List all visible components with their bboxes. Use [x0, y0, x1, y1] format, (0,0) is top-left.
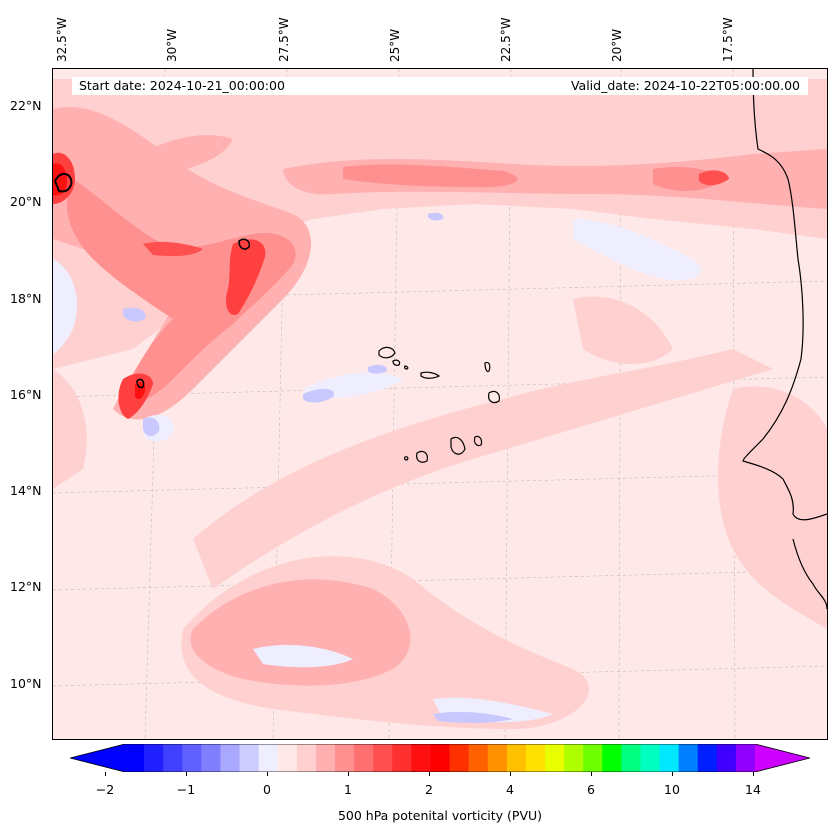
- colorbar-swatch: [144, 744, 164, 772]
- cb-tick-label-4: 1: [344, 782, 352, 797]
- lat-label-18n: 18°N: [10, 291, 42, 306]
- colorbar-swatch: [258, 744, 279, 772]
- colorbar-swatch: [468, 744, 489, 772]
- lat-label-20n: 20°N: [10, 194, 42, 209]
- cape-verde-island-5: [484, 361, 491, 373]
- colorbar-swatch: [697, 744, 718, 772]
- cape-verde-island-7: [450, 436, 466, 455]
- cb-tick-label-1: −2: [95, 782, 115, 797]
- colorbar-swatch: [449, 744, 470, 772]
- lon-label-30w: 30°W: [165, 28, 179, 62]
- lat-label-14n: 14°N: [10, 483, 42, 498]
- cb-tick-label-6: 4: [506, 782, 514, 797]
- lon-label-22-5w: 22.5°W: [499, 17, 513, 62]
- cb-tickmark-3: [267, 772, 268, 776]
- colorbar-swatch: [716, 744, 737, 772]
- cb-tickmark-2: [186, 772, 187, 776]
- start-date-label: Start date: 2024-10-21_00:00:00: [79, 78, 285, 93]
- cb-tickmark-5: [429, 772, 430, 776]
- colorbar-swatch: [659, 744, 680, 772]
- lat-label-22n: 22°N: [10, 98, 42, 113]
- africa-coastline: [742, 69, 827, 521]
- colorbar-swatch: [373, 744, 393, 772]
- colorbar-swatch: [315, 744, 336, 772]
- cb-tickmark-1: [105, 772, 106, 776]
- cb-tick-label-3: 0: [263, 782, 271, 797]
- lat-label-12n: 12°N: [10, 579, 42, 594]
- colorbar-extend-low: [70, 744, 125, 772]
- colorbar-swatch: [583, 744, 603, 772]
- cb-tick-label-5: 2: [425, 782, 433, 797]
- cb-tickmark-6: [510, 772, 511, 776]
- colorbar-swatch: [678, 744, 699, 772]
- africa-coastline-south: [792, 538, 827, 610]
- lon-label-27-5w: 27.5°W: [277, 17, 291, 62]
- cb-tick-label-2: −1: [176, 782, 196, 797]
- cape-verde-island-1: [378, 346, 396, 359]
- cb-tickmark-7: [591, 772, 592, 776]
- valid-date-label: Valid_date: 2024-10-22T05:00:00.00: [570, 78, 800, 93]
- colorbar-swatch: [640, 744, 661, 772]
- colorbar-swatch: [735, 744, 756, 772]
- colorbar-swatch: [525, 744, 546, 772]
- lon-label-17-5w: 17.5°W: [721, 17, 735, 62]
- date-info-bar: Start date: 2024-10-21_00:00:00 Valid_da…: [72, 77, 808, 95]
- colorbar-swatch: [182, 744, 202, 772]
- cape-verde-island-6: [488, 390, 500, 404]
- colorbar-swatch: [621, 744, 641, 772]
- colorbar-swatch: [506, 744, 527, 772]
- cape-verde-island-8: [473, 435, 483, 447]
- lon-label-32-5w: 32.5°W: [55, 17, 69, 62]
- cape-verde-island-10: [404, 456, 409, 461]
- lon-label-20w: 20°W: [610, 28, 624, 62]
- map-panel: [52, 68, 828, 740]
- cb-tickmark-4: [348, 772, 349, 776]
- colorbar-swatch: [125, 744, 145, 772]
- pv-contour-16n: [136, 378, 145, 389]
- colorbar-swatch: [411, 744, 431, 772]
- pv-contour-19n: [238, 238, 251, 250]
- cb-tick-label-7: 6: [587, 782, 595, 797]
- colorbar-swatch: [354, 744, 374, 772]
- colorbar-swatch: [602, 744, 622, 772]
- lon-label-25w: 25°W: [388, 28, 402, 62]
- pv-blue-areas: [53, 212, 702, 724]
- colorbar-swatch: [545, 744, 565, 772]
- cape-verde-island-9: [416, 450, 428, 463]
- colorbar-swatch: [277, 744, 298, 772]
- cb-tickmark-8: [672, 772, 673, 776]
- colorbar-swatch: [487, 744, 508, 772]
- colorbar-swatch: [296, 744, 317, 772]
- cape-verde-island-4: [420, 371, 441, 379]
- colorbar-swatch: [163, 744, 183, 772]
- pv-red-cores: [53, 152, 729, 419]
- pv-field-map: [53, 69, 827, 739]
- lat-label-16n: 16°N: [10, 387, 42, 402]
- colorbar-label: 500 hPa potenital vorticity (PVU): [337, 808, 543, 823]
- cb-tick-label-9: 14: [745, 782, 761, 797]
- colorbar-swatch: [430, 744, 451, 772]
- colorbar-swatch: [335, 744, 355, 772]
- colorbar-swatch: [201, 744, 221, 772]
- cb-tickmark-9: [753, 772, 754, 776]
- colorbar-swatch: [392, 744, 412, 772]
- cb-tick-label-8: 10: [664, 782, 680, 797]
- colorbar-extend-high: [755, 744, 810, 772]
- cape-verde-island-2: [392, 359, 401, 366]
- colorbar: [70, 744, 810, 772]
- lat-label-10n: 10°N: [10, 676, 42, 691]
- colorbar-swatch: [564, 744, 584, 772]
- coastlines: [53, 69, 827, 610]
- cape-verde-island-3: [404, 365, 409, 370]
- pv-contour-20n: [53, 173, 73, 193]
- colorbar-swatch: [239, 744, 260, 772]
- colorbar-swatch: [220, 744, 241, 772]
